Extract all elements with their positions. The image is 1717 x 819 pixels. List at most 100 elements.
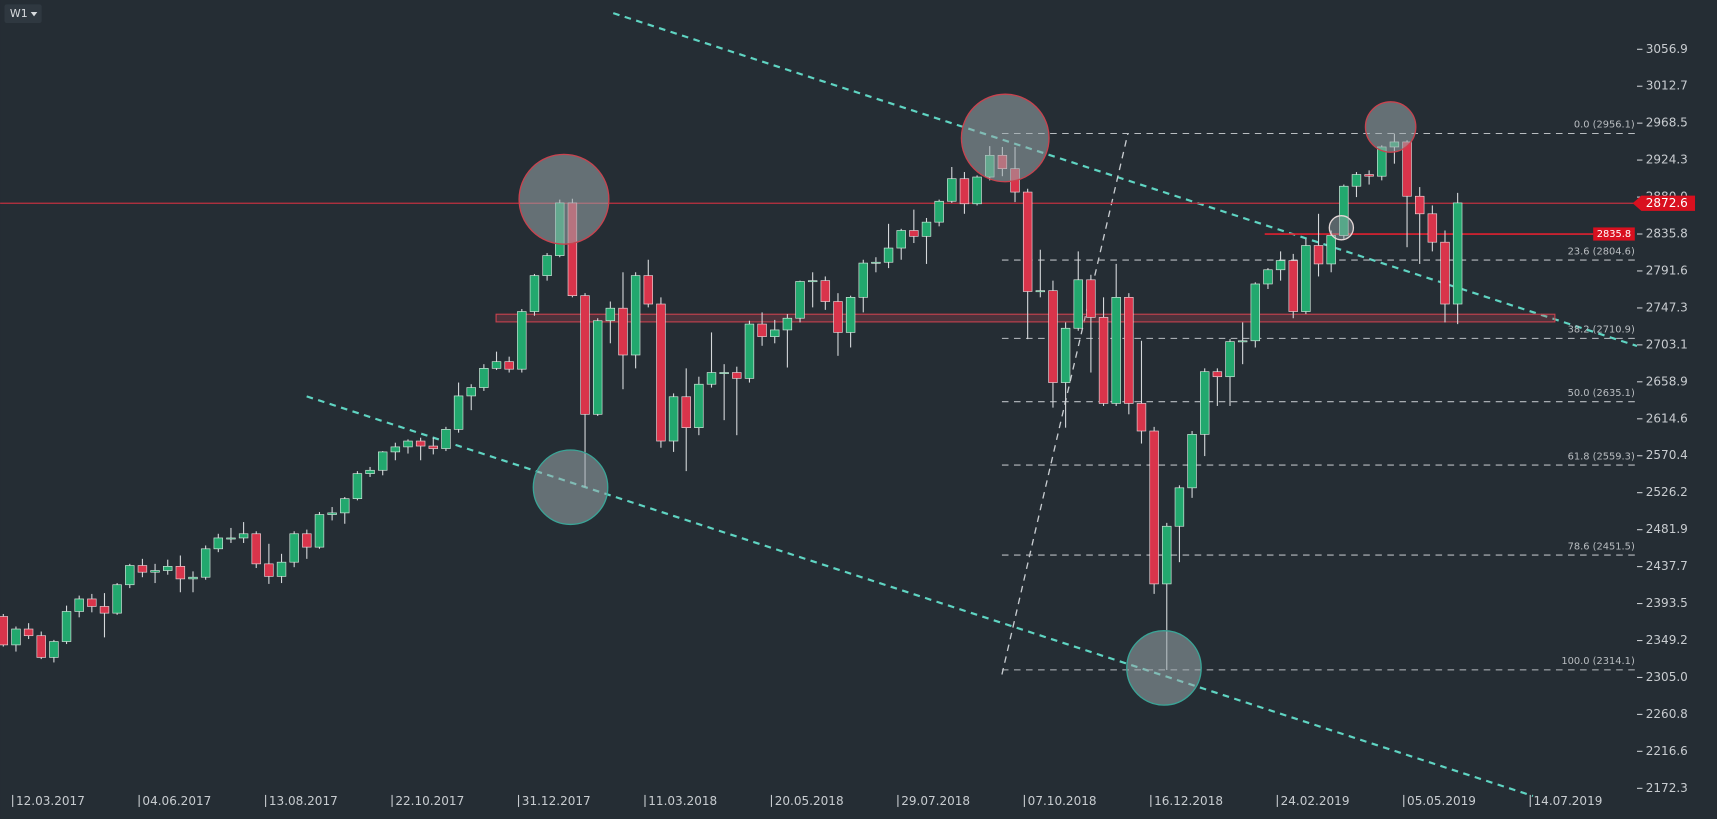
candle-body: [681, 396, 691, 428]
candle-body: [289, 533, 299, 563]
y-tick-label: 2305.0: [1646, 670, 1688, 684]
candle-body: [390, 446, 401, 453]
dropdown-arrow[interactable]: [30, 12, 38, 17]
candle-body: [36, 635, 46, 658]
price-tag: [1593, 227, 1635, 241]
candle-body: [1136, 403, 1147, 432]
drawings: 0.0 (2956.1) 23.6 (2804.6) 38.2 (2710.9) 50…: [0, 12, 1638, 798]
candle-body: [213, 537, 224, 550]
y-tick-label: 2614.6: [1646, 411, 1688, 425]
candle-body: [99, 606, 110, 614]
y-tick-label: 3012.7: [1646, 79, 1688, 93]
x-tick-label: 16.12.2018: [1154, 794, 1223, 808]
candle-body: [466, 387, 476, 397]
candle-body: [352, 473, 363, 500]
x-tick-label: 24.02.2019: [1281, 794, 1350, 808]
fib-label: 38.2 (2710.9): [1568, 325, 1635, 336]
candle-body: [1313, 245, 1324, 265]
candle-body: [1402, 141, 1412, 197]
candle-body: [896, 230, 906, 249]
candle-body: [592, 320, 603, 415]
candle-body: [0, 616, 9, 646]
candle-body: [264, 563, 274, 577]
x-tick-label: 05.05.2019: [1407, 794, 1476, 808]
highlight-circle: [1328, 215, 1355, 241]
candle-body: [643, 275, 653, 305]
y-tick-label: 2349.2: [1646, 633, 1688, 647]
candle-body: [845, 297, 856, 333]
candle-body: [858, 262, 868, 298]
candle-body: [1440, 241, 1450, 305]
candle-body: [504, 361, 514, 370]
candle-body: [744, 323, 755, 379]
candle-body: [1060, 327, 1071, 383]
y-tick-label: 2968.5: [1646, 116, 1688, 130]
candle-body: [1086, 279, 1096, 318]
trend-line: [306, 395, 1534, 798]
candle-body: [807, 280, 818, 283]
candle-body: [833, 301, 843, 333]
candle-body: [302, 533, 312, 548]
timeframe-label[interactable]: W1: [10, 7, 28, 20]
candle-body: [782, 317, 793, 331]
candle-body: [238, 533, 249, 539]
candle-body: [74, 598, 84, 612]
candle-body: [188, 576, 198, 580]
candle-body: [921, 221, 932, 237]
candle-body: [365, 469, 375, 474]
candle-body: [909, 230, 919, 237]
candle-body: [1263, 269, 1273, 285]
candle-body: [1275, 260, 1286, 271]
highlight-circle: [960, 93, 1050, 183]
candle-body: [137, 565, 148, 573]
candle-body: [1326, 235, 1336, 265]
candle-body: [580, 295, 590, 415]
x-tick-label: 29.07.2018: [901, 794, 970, 808]
timeframe-button[interactable]: W1: [4, 4, 42, 23]
y-tick-label: 2924.3: [1646, 153, 1688, 167]
fib-label: 61.8 (2559.3): [1568, 451, 1635, 462]
y-tick-label: 2791.6: [1646, 263, 1688, 277]
x-tick-label: 20.05.2018: [775, 794, 844, 808]
candle-body: [972, 176, 982, 205]
candle-body: [1187, 434, 1197, 489]
candle-body: [1301, 245, 1311, 312]
fib-label: 23.6 (2804.6): [1568, 246, 1635, 257]
candle-body: [441, 429, 451, 449]
x-tick-label: 13.08.2017: [269, 794, 338, 808]
candle-body: [1162, 525, 1172, 585]
x-tick-label: 07.10.2018: [1028, 794, 1097, 808]
candle-body: [1452, 202, 1463, 305]
candle-body: [276, 561, 287, 577]
last-price-tag: [1632, 195, 1696, 211]
candle-body: [251, 533, 261, 565]
candle-body: [87, 598, 97, 607]
y-tick-label: 2481.9: [1646, 522, 1688, 536]
candle-body: [959, 178, 970, 205]
fib-trend-line: [1001, 133, 1129, 675]
x-tick-label: 22.10.2017: [395, 794, 464, 808]
highlight-circle: [532, 449, 609, 526]
candle-body: [226, 537, 236, 540]
fib-label: 78.6 (2451.5): [1568, 541, 1635, 552]
candle-body: [934, 200, 944, 223]
candle-body: [1237, 340, 1248, 343]
candle-body: [1288, 260, 1298, 312]
candle-body: [61, 611, 72, 642]
y-tick-label: 2216.6: [1646, 744, 1688, 758]
candle-body: [403, 440, 413, 448]
y-tick-label: 2835.8: [1646, 227, 1688, 241]
candle-body: [163, 566, 173, 571]
timeframe-button-bg[interactable]: [4, 4, 42, 23]
candle-body: [871, 261, 881, 264]
candle-body: [1225, 341, 1235, 378]
y-tick-label: 2703.1: [1646, 337, 1688, 351]
candle-body: [947, 178, 957, 202]
candle-body: [200, 548, 211, 578]
candle-body: [630, 275, 641, 356]
x-tick-label: 04.06.2017: [142, 794, 211, 808]
candle-body: [314, 514, 325, 548]
y-tick-label: 2437.7: [1646, 559, 1688, 573]
